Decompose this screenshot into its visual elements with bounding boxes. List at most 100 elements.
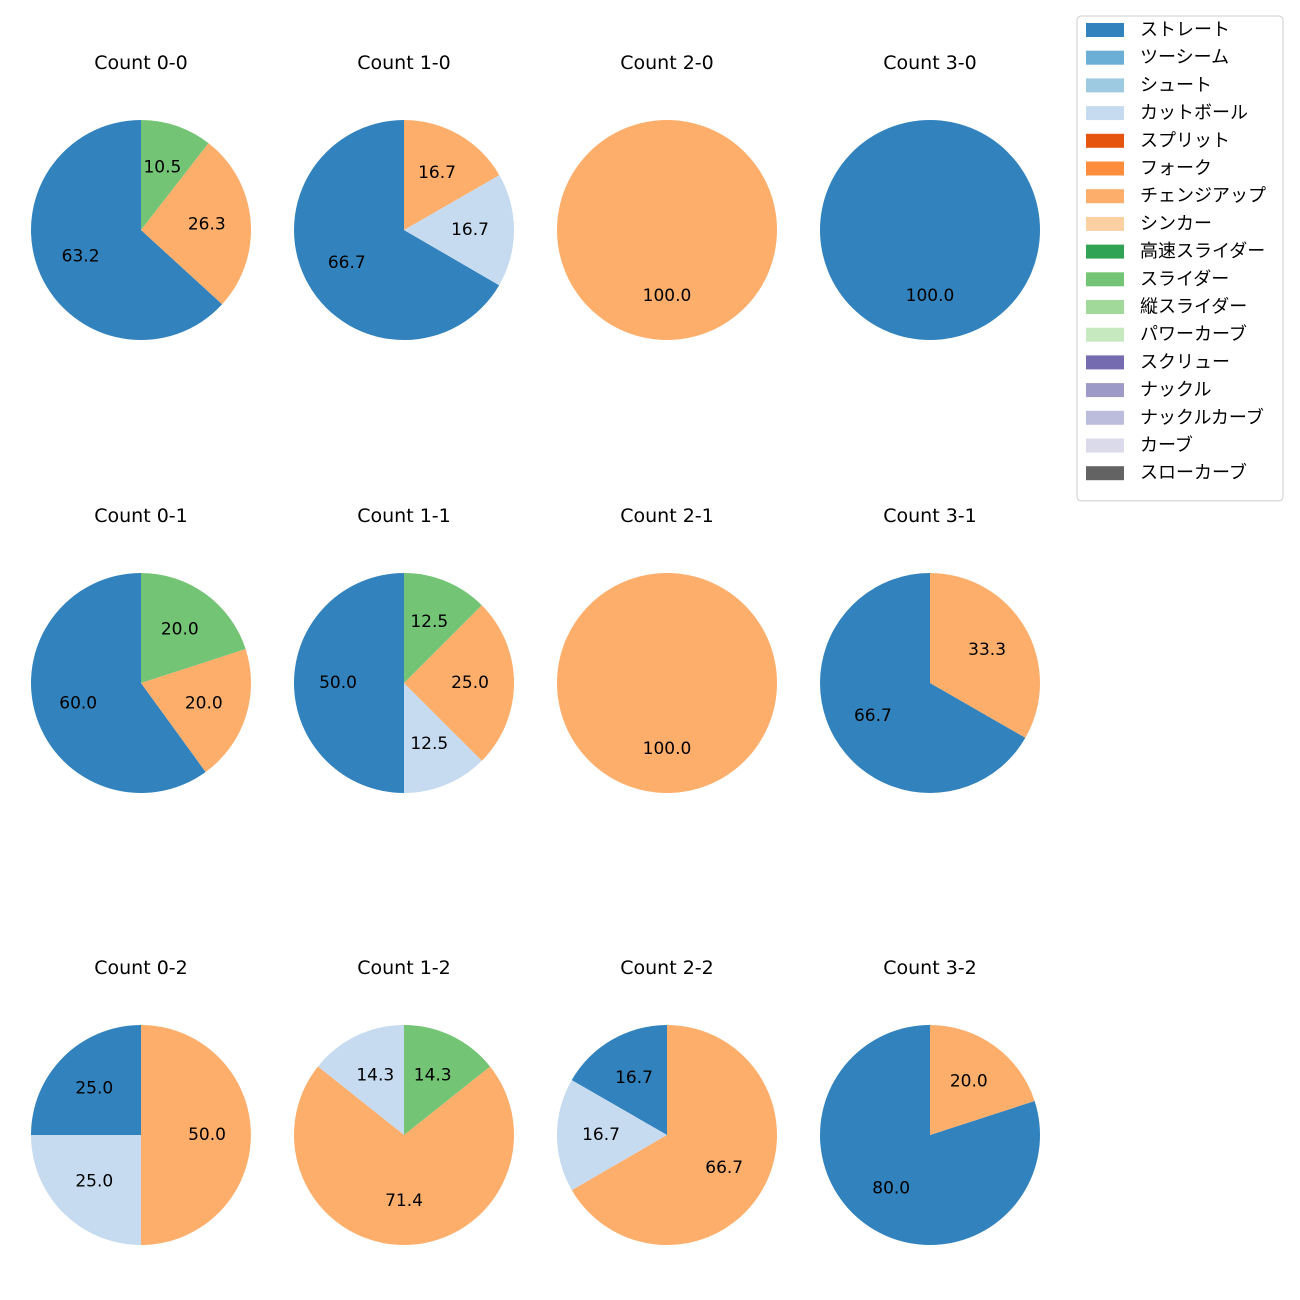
legend-label: ナックルカーブ [1140,406,1264,428]
legend-swatch [1086,410,1124,425]
slice-value-label: 60.0 [59,693,97,713]
legend-swatch [1086,327,1124,342]
slice-value-label: 12.5 [410,734,448,754]
pie-slice [141,649,252,772]
pie-slice [404,120,500,230]
legend-label: ストレート [1140,20,1230,41]
slice-value-label: 66.7 [328,253,366,273]
legend-swatch [1086,300,1124,314]
legend-label: ナックル [1140,380,1211,401]
slice-value-label: 50.0 [188,1125,226,1145]
pie-slice [31,1135,141,1245]
pie-slice [31,573,206,793]
slice-value-label: 16.7 [418,163,456,183]
legend-swatch [1086,383,1124,398]
slice-value-label: 71.4 [385,1191,423,1211]
pie-slice [141,143,252,305]
pie-title: Count 2-2 [620,957,714,979]
slice-value-label: 20.0 [950,1072,988,1092]
legend-label: シンカー [1140,213,1212,234]
legend-swatch [1086,189,1124,204]
pie-title: Count 1-0 [357,52,451,74]
slice-value-label: 100.0 [906,286,955,306]
legend-swatch [1086,272,1124,287]
pie-slice [294,573,404,793]
slice-value-label: 14.3 [356,1066,394,1086]
pie-title: Count 3-1 [883,505,977,527]
pie-title: Count 0-2 [94,957,188,979]
pie-count-3-1: Count 3-1 66.7 33.3 [820,505,1041,793]
pie-slice [317,1025,404,1135]
legend-label: 高速スライダー [1140,241,1265,262]
legend-label: ツーシーム [1140,47,1229,68]
pie-slice [557,120,777,340]
pie-count-0-2: Count 0-2 25.0 25.0 50.0 [31,957,251,1245]
pie-slice [294,120,500,341]
pie-slice [31,1025,141,1135]
pie-slice [404,605,514,761]
slice-value-label: 100.0 [643,286,692,306]
pie-slice [404,683,482,793]
pie-slice [404,573,482,683]
pie-title: Count 2-0 [620,52,714,74]
pie-slice [31,120,223,340]
slice-value-label: 66.7 [854,706,892,726]
legend-swatch [1086,78,1124,93]
pie-count-2-0: Count 2-0 100.0 [557,52,777,340]
pie-slice [141,573,246,683]
slice-value-label: 25.0 [75,1078,113,1098]
legend-label: スライダー [1140,269,1229,290]
legend-label: パワーカーブ [1140,323,1247,345]
legend-swatch [1086,161,1124,176]
pie-slice [556,1080,667,1191]
legend-swatch [1086,216,1124,231]
legend-swatch [1086,50,1124,65]
slice-value-label: 33.3 [968,640,1006,660]
pie-slice [141,1025,251,1245]
legend: ストレートツーシームシュートカットボールスプリットフォークチェンジアップシンカー… [1076,15,1284,502]
pie-title: Count 0-0 [94,52,188,74]
pie-slice [404,175,515,286]
pie-title: Count 1-1 [357,505,451,527]
slice-value-label: 25.0 [75,1172,113,1192]
slice-value-label: 26.3 [188,214,226,234]
pie-count-1-1: Count 1-1 50.0 12.5 25.0 12.5 [294,505,514,793]
pie-slice [571,1025,667,1135]
slice-value-label: 63.2 [62,247,100,267]
legend-swatch [1086,23,1124,37]
pie-slice [930,573,1041,738]
pie-title: Count 3-0 [883,52,977,74]
slice-value-label: 100.0 [643,739,692,759]
pie-count-2-2: Count 2-2 16.7 16.7 66.7 [556,957,777,1246]
legend-frame [1076,15,1284,502]
pie-slice [404,1025,491,1135]
legend-label: 縦スライダー [1140,297,1247,318]
legend-swatch [1086,106,1124,121]
pie-count-3-0: Count 3-0 100.0 [820,52,1040,340]
slice-value-label: 20.0 [185,693,223,713]
legend-label: フォーク [1140,158,1212,179]
pie-count-0-0: Count 0-0 63.2 26.3 10.5 [31,52,252,340]
pie-count-0-1: Count 0-1 60.0 20.0 20.0 [31,505,252,793]
slice-value-label: 80.0 [872,1178,910,1198]
pie-count-1-0: Count 1-0 66.7 16.7 16.7 [294,52,515,341]
pie-count-3-2: Count 3-2 80.0 20.0 [820,957,1041,1245]
legend-swatch [1086,133,1124,148]
pie-count-1-2: Count 1-2 14.3 71.4 14.3 [294,957,514,1246]
slice-value-label: 20.0 [161,620,199,640]
pie-slice [820,120,1040,340]
pie-title: Count 3-2 [883,957,977,979]
pie-slice [930,1025,1035,1135]
pie-slice [820,1025,1041,1245]
pie-slice [557,573,777,793]
legend-label: チェンジアップ [1140,186,1266,207]
pie-slice [571,1025,777,1246]
slice-value-label: 66.7 [705,1158,743,1178]
pie-title: Count 0-1 [94,505,188,527]
legend-label: スクリュー [1140,352,1230,373]
pie-title: Count 1-2 [357,957,451,979]
legend-label: スプリット [1140,130,1230,151]
slice-value-label: 14.3 [414,1066,452,1086]
pie-title: Count 2-1 [620,505,714,527]
legend-label: スローカーブ [1140,462,1247,484]
